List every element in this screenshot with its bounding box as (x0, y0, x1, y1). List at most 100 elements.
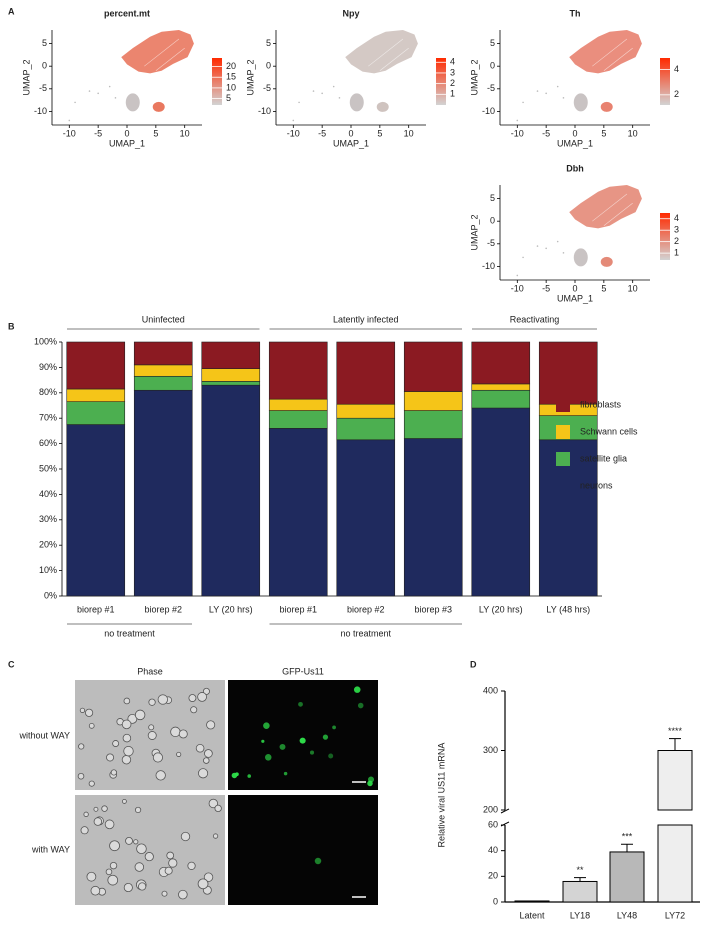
x-tick-label: 10 (628, 283, 638, 293)
cell-cloud (536, 90, 539, 92)
x-tick-label: LY (48 hrs) (546, 604, 590, 614)
cell-cloud (114, 97, 117, 99)
cell (107, 874, 119, 886)
cell (152, 752, 163, 763)
panel-label: C (8, 659, 15, 669)
cell-cloud (312, 90, 315, 92)
bar-segment (201, 381, 261, 386)
cell (147, 731, 157, 740)
cell (86, 871, 97, 882)
cell (155, 770, 166, 781)
cell (206, 720, 216, 730)
x-tick-label: LY18 (570, 910, 590, 920)
colorbar-label: 4 (450, 57, 455, 67)
cell (188, 694, 197, 702)
cell-cloud (516, 119, 519, 122)
x-tick-label: 0 (572, 128, 577, 138)
y-tick-label: 100% (34, 336, 57, 346)
colorbar-label: 2 (674, 89, 679, 99)
cell (170, 726, 181, 738)
group-label: Latently infected (333, 314, 399, 324)
cell (203, 757, 210, 764)
cell (123, 882, 133, 893)
cell (121, 798, 127, 804)
plot-title: Npy (342, 8, 359, 18)
y-tick-label: 80% (39, 387, 57, 397)
x-tick-label: 10 (628, 128, 638, 138)
bar-segment (268, 398, 328, 411)
cell-cloud (321, 92, 323, 95)
cell-cloud (592, 38, 633, 71)
cell-cloud (152, 101, 165, 112)
x-tick-label: biorep #1 (279, 604, 317, 614)
cell (148, 698, 156, 706)
y-tick-label: 20 (488, 871, 498, 881)
colorbar-label: 5 (226, 93, 231, 103)
bar-segment (201, 341, 261, 369)
cell (138, 882, 147, 891)
cell-cloud (332, 85, 335, 88)
bar (514, 900, 550, 903)
cell (134, 862, 145, 872)
y-tick-label: 5 (42, 38, 47, 48)
cell (112, 740, 120, 747)
x-tick-label: biorep #1 (77, 604, 115, 614)
cell-cloud (108, 85, 111, 88)
bar-segment (133, 364, 193, 377)
cell-cloud (125, 93, 140, 112)
cell-cloud (545, 247, 547, 250)
colorbar (212, 58, 222, 105)
gfp-cell (367, 780, 373, 787)
significance: ** (576, 865, 584, 875)
cell (109, 840, 120, 852)
y-tick-label: 90% (39, 362, 57, 372)
x-tick-label: -10 (287, 128, 300, 138)
cell (109, 861, 118, 870)
y-tick-label: 30% (39, 514, 57, 524)
cell (214, 804, 222, 813)
cell (204, 749, 213, 758)
colorbar-label: 1 (450, 89, 455, 99)
y-tick-label: -5 (263, 83, 271, 93)
cell-cloud (573, 248, 588, 267)
x-tick-label: LY72 (665, 910, 685, 920)
cell (144, 852, 154, 862)
cell (125, 836, 133, 845)
x-tick-label: LY (20 hrs) (209, 604, 253, 614)
x-tick-label: biorep #2 (347, 604, 385, 614)
y-axis-label: UMAP_2 (469, 214, 479, 250)
plot-title: Dbh (566, 163, 584, 173)
x-tick-label: -10 (511, 283, 524, 293)
x-tick-label: biorep #2 (144, 604, 182, 614)
bar-segment (471, 389, 531, 409)
y-tick-label: -10 (482, 261, 495, 271)
gfp-cell (309, 750, 315, 755)
y-tick-label: 60% (39, 438, 57, 448)
legend-swatch (556, 479, 570, 493)
cell (148, 724, 155, 731)
cell-cloud (298, 101, 300, 104)
cell-cloud (376, 101, 389, 112)
cell-cloud (569, 185, 642, 229)
colorbar (436, 58, 446, 105)
y-tick-label: 20% (39, 540, 57, 550)
cell (88, 780, 95, 787)
gfp-cell (314, 857, 322, 865)
cell (88, 723, 95, 729)
colorbar-label: 4 (674, 213, 679, 223)
bar-segment (66, 388, 126, 402)
gfp-cell (357, 702, 364, 709)
cell (178, 729, 188, 739)
y-tick-label: 5 (490, 38, 495, 48)
y-tick-label: 10% (39, 565, 57, 575)
cell-cloud (562, 252, 565, 254)
significance: *** (622, 832, 633, 842)
cell-cloud (338, 97, 341, 99)
y-axis-label: Relative viral US11 mRNA (436, 743, 446, 848)
cell-cloud (144, 38, 185, 71)
y-axis-label: UMAP_2 (21, 59, 31, 95)
x-axis-label: UMAP_1 (557, 293, 593, 303)
bar (562, 880, 598, 903)
cell-cloud (562, 97, 565, 99)
